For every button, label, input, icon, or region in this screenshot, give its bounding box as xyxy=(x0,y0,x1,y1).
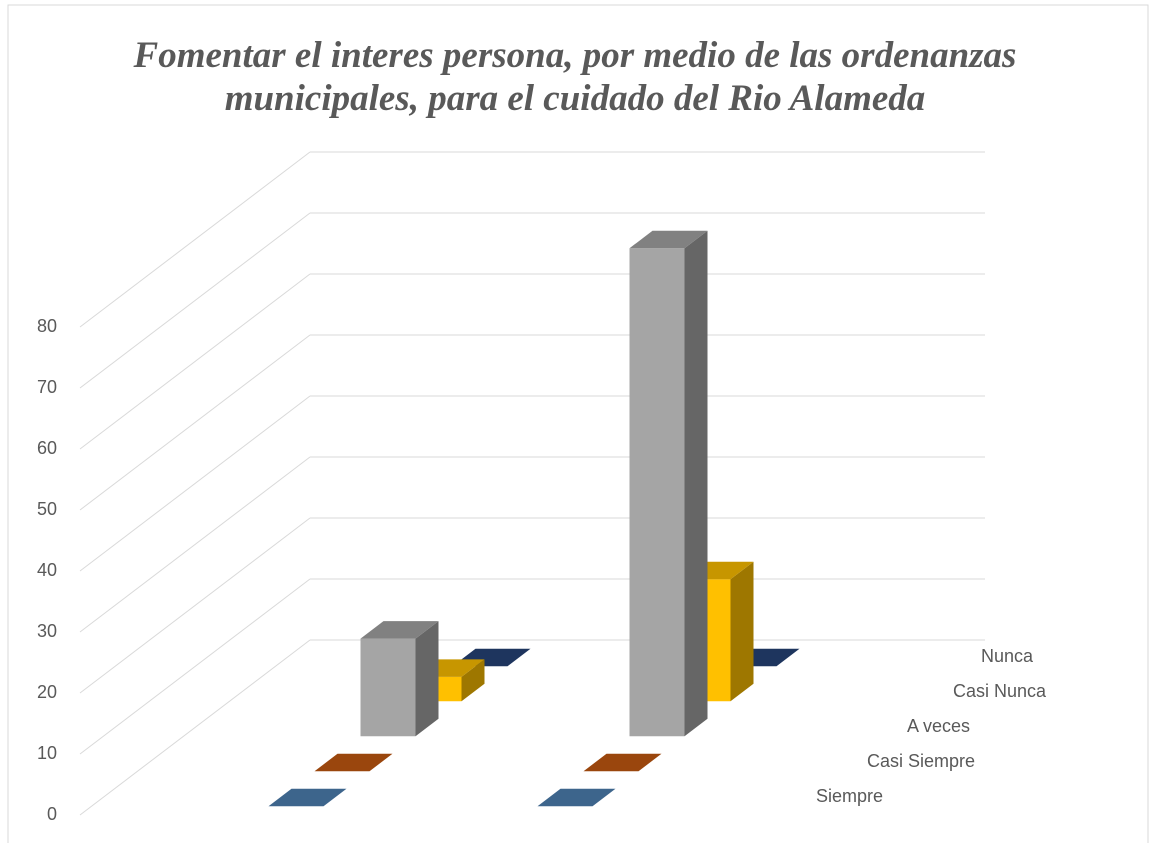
grid-line xyxy=(79,151,311,328)
bar xyxy=(583,753,662,772)
grid-line xyxy=(79,212,311,389)
chart-title: Fomentar el interes persona, por medio d… xyxy=(133,35,1017,119)
grid-line xyxy=(79,578,311,755)
bar-side xyxy=(461,659,485,702)
y-tick-label: 60 xyxy=(37,438,57,458)
bar-top xyxy=(537,788,616,807)
bar-side xyxy=(730,561,754,702)
y-tick-label: 40 xyxy=(37,560,57,580)
bar xyxy=(360,621,439,737)
y-tick-label: 50 xyxy=(37,499,57,519)
bar-top xyxy=(360,621,439,639)
y-tick-label: 70 xyxy=(37,377,57,397)
bar-top xyxy=(629,230,708,249)
legend-label: Nunca xyxy=(981,646,1034,666)
bar-top xyxy=(268,788,347,807)
y-tick-label: 30 xyxy=(37,621,57,641)
legend-label: Casi Siempre xyxy=(867,751,975,771)
bar-top xyxy=(583,753,662,772)
bar-top xyxy=(314,753,393,772)
y-tick-label: 80 xyxy=(37,316,57,336)
bar xyxy=(314,753,393,772)
legend-label: Casi Nunca xyxy=(953,681,1047,701)
chart-border xyxy=(7,4,1149,843)
bar-side xyxy=(684,230,708,737)
bar xyxy=(629,230,708,737)
y-tick-label: 20 xyxy=(37,682,57,702)
bar-side xyxy=(415,621,439,737)
grid-line xyxy=(79,273,311,450)
bar xyxy=(537,788,616,807)
y-tick-label: 10 xyxy=(37,743,57,763)
bar xyxy=(268,788,347,807)
y-tick-label: 0 xyxy=(47,804,57,824)
bar-front xyxy=(629,248,685,737)
grid-line xyxy=(79,395,311,572)
grid-line xyxy=(79,456,311,633)
grid-line xyxy=(79,639,311,816)
bar-front xyxy=(360,638,416,737)
legend-label: Siempre xyxy=(816,786,883,806)
grid-line xyxy=(79,517,311,694)
legend-label: A veces xyxy=(907,716,970,736)
grid-line xyxy=(79,334,311,511)
